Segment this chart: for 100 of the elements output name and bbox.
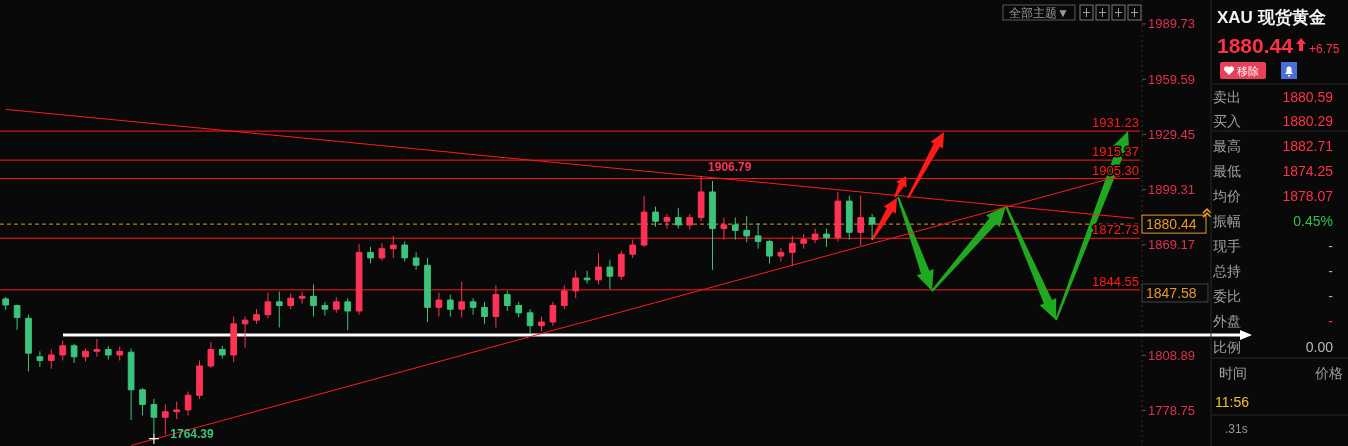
candlestick (868, 213, 876, 241)
candlestick (389, 235, 397, 259)
text: 卖出 (1213, 89, 1241, 105)
candlestick (458, 281, 466, 318)
candlestick (754, 222, 762, 250)
candlestick (481, 301, 488, 325)
candlestick (720, 217, 728, 241)
ref-line-label: 1872.73 (1092, 222, 1139, 238)
candlestick (503, 290, 511, 312)
text: 0.45% (1293, 213, 1333, 229)
candlestick (766, 239, 773, 264)
ref-line-label: 1844.55 (1092, 273, 1139, 289)
text: 1882.71 (1282, 138, 1334, 154)
candlestick (321, 301, 329, 317)
text: 时间 (1219, 365, 1247, 381)
candlestick (515, 301, 523, 318)
candlestick (492, 284, 500, 328)
annotation: 全部主题▼ (1009, 6, 1069, 20)
candlestick (788, 235, 796, 267)
candlestick (412, 251, 420, 271)
text: 1880.44 (1217, 34, 1294, 57)
candlestick (70, 343, 78, 364)
candlestick (663, 213, 671, 230)
text: 比例 (1213, 339, 1241, 355)
candlestick (857, 195, 865, 247)
candlestick (207, 341, 215, 369)
candlestick (617, 250, 625, 281)
candlestick (344, 297, 352, 331)
candlestick (595, 252, 602, 285)
candlestick (697, 175, 705, 222)
y-tick-label: 1929.45 (1148, 126, 1195, 142)
y-tick-label: 1778.75 (1148, 402, 1195, 418)
y-tick-label: 1808.89 (1148, 347, 1195, 363)
text: .31s (1225, 422, 1248, 436)
text: 11:56 (1215, 394, 1250, 410)
candlestick (800, 233, 808, 250)
candlestick (378, 242, 386, 262)
candlestick (811, 228, 819, 244)
candlestick (298, 291, 306, 305)
text: 委比 (1213, 288, 1241, 304)
candlestick (652, 206, 659, 228)
candlestick (218, 345, 226, 360)
candlestick (538, 316, 545, 332)
annotation: 1906.79 (708, 159, 752, 174)
text: 最高 (1213, 138, 1241, 154)
candlestick (823, 228, 830, 248)
candlestick (287, 293, 295, 310)
y-tick-label: 1989.73 (1148, 16, 1195, 32)
candlestick (435, 292, 443, 317)
text: XAU 现货黄金 (1217, 8, 1326, 27)
candlestick (731, 217, 739, 241)
candlestick (275, 291, 283, 328)
candlestick (686, 213, 694, 230)
candlestick (161, 403, 169, 436)
candlestick (446, 294, 454, 317)
text: 振幅 (1213, 213, 1241, 229)
candlestick (2, 296, 10, 311)
candlestick (355, 243, 363, 316)
text: 1874.25 (1282, 163, 1334, 179)
candlestick (834, 191, 842, 242)
candlestick (104, 345, 112, 361)
candlestick (777, 247, 785, 263)
candlestick (13, 304, 21, 331)
candlestick (36, 350, 44, 368)
text: 1880.29 (1282, 113, 1334, 129)
text: 买入 (1213, 113, 1241, 129)
text: 0.00 (1305, 339, 1334, 355)
text: +6.75 (1309, 42, 1340, 56)
text: 价格 (1314, 365, 1343, 381)
ref-line-label: 1880.44 (1146, 216, 1197, 233)
candlestick (93, 338, 101, 358)
candlestick (310, 283, 317, 317)
candlestick (424, 257, 431, 323)
candlestick (82, 348, 89, 362)
candlestick (230, 316, 238, 363)
candlestick (25, 314, 32, 372)
candlestick (367, 246, 374, 264)
text: 1880.59 (1282, 89, 1334, 105)
candlestick (640, 195, 648, 248)
candlestick (743, 215, 751, 243)
text: 1878.07 (1282, 188, 1334, 204)
text: - (1328, 238, 1334, 254)
text: 均价 (1212, 188, 1241, 204)
candlestick (709, 180, 716, 271)
candlestick (401, 240, 409, 263)
y-tick-label: 1959.59 (1148, 71, 1195, 87)
text: 总持 (1212, 263, 1241, 279)
text: 最低 (1213, 163, 1241, 179)
candlestick (526, 308, 534, 334)
candlestick (264, 292, 272, 319)
candlestick (127, 348, 135, 421)
text: - (1328, 313, 1334, 329)
candlestick (629, 239, 637, 259)
candlestick (583, 270, 591, 285)
annotation: 1764.39 (170, 426, 214, 441)
candlestick (469, 297, 477, 316)
candlestick (549, 301, 557, 327)
text: 移除 (1237, 64, 1259, 77)
y-tick-label: 1899.31 (1148, 182, 1195, 198)
candlestick (332, 296, 340, 314)
